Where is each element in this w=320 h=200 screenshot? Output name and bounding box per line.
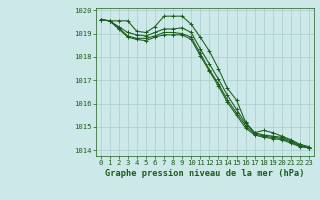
X-axis label: Graphe pression niveau de la mer (hPa): Graphe pression niveau de la mer (hPa) [105, 169, 305, 178]
